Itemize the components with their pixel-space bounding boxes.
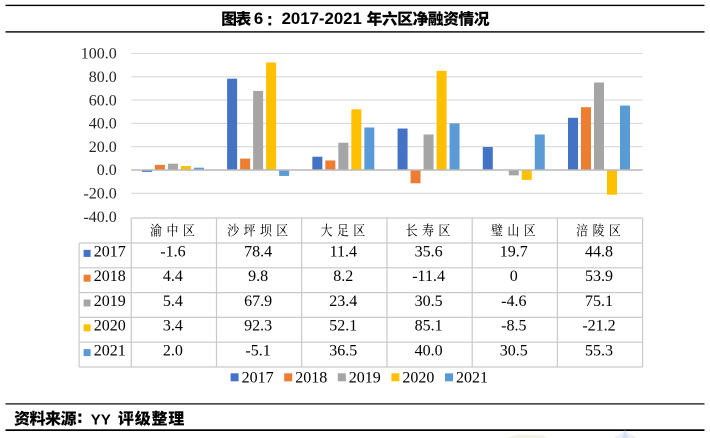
svg-text:2021: 2021 [94, 343, 126, 360]
svg-text:2018: 2018 [94, 268, 126, 285]
svg-text:-20.0: -20.0 [83, 186, 116, 203]
svg-text:2017: 2017 [94, 243, 126, 260]
svg-text:55.3: 55.3 [585, 343, 613, 360]
svg-text:67.9: 67.9 [244, 293, 272, 310]
svg-text:0: 0 [510, 268, 518, 285]
svg-text:30.5: 30.5 [500, 343, 528, 360]
svg-text:52.1: 52.1 [329, 318, 357, 335]
svg-text:8.2: 8.2 [333, 268, 353, 285]
svg-text:85.1: 85.1 [415, 318, 443, 335]
svg-text:60.0: 60.0 [89, 92, 117, 109]
svg-text:80.0: 80.0 [89, 69, 117, 86]
svg-text:2018: 2018 [295, 369, 327, 386]
svg-text:36.5: 36.5 [329, 343, 357, 360]
svg-text:35.6: 35.6 [415, 243, 443, 260]
svg-text:20.0: 20.0 [89, 139, 117, 156]
svg-text:23.4: 23.4 [329, 293, 357, 310]
svg-text:2.0: 2.0 [163, 343, 183, 360]
svg-text:44.8: 44.8 [585, 243, 613, 260]
svg-text:75.1: 75.1 [585, 293, 613, 310]
svg-text:9.8: 9.8 [248, 268, 268, 285]
svg-text:-8.5: -8.5 [501, 318, 526, 335]
svg-text:40.0: 40.0 [415, 343, 443, 360]
svg-text:3.4: 3.4 [163, 318, 183, 335]
svg-text:92.3: 92.3 [244, 318, 272, 335]
svg-text:2017: 2017 [242, 369, 274, 386]
svg-text:78.4: 78.4 [244, 243, 272, 260]
svg-text:2019: 2019 [349, 369, 381, 386]
svg-text:2019: 2019 [94, 293, 126, 310]
svg-text:53.9: 53.9 [585, 268, 613, 285]
svg-text:6: 6 [254, 9, 263, 28]
svg-text:4.4: 4.4 [163, 268, 183, 285]
svg-text:-4.6: -4.6 [501, 293, 526, 310]
svg-text:-1.6: -1.6 [160, 243, 185, 260]
svg-text:40.0: 40.0 [89, 116, 117, 133]
svg-text:2017-2021: 2017-2021 [282, 9, 362, 28]
svg-text:2021: 2021 [456, 369, 488, 386]
svg-text:-5.1: -5.1 [245, 343, 270, 360]
svg-text:-40.0: -40.0 [83, 209, 116, 226]
svg-text:-21.2: -21.2 [582, 318, 615, 335]
svg-text:-11.4: -11.4 [412, 268, 445, 285]
svg-text:11.4: 11.4 [330, 243, 357, 260]
svg-text:5.4: 5.4 [163, 293, 183, 310]
svg-text:2020: 2020 [94, 318, 126, 335]
svg-text:19.7: 19.7 [500, 243, 528, 260]
svg-text:2020: 2020 [402, 369, 434, 386]
svg-text:30.5: 30.5 [415, 293, 443, 310]
svg-text:YY: YY [91, 411, 111, 428]
svg-text:100.0: 100.0 [81, 46, 117, 63]
svg-text:0.0: 0.0 [97, 162, 117, 179]
